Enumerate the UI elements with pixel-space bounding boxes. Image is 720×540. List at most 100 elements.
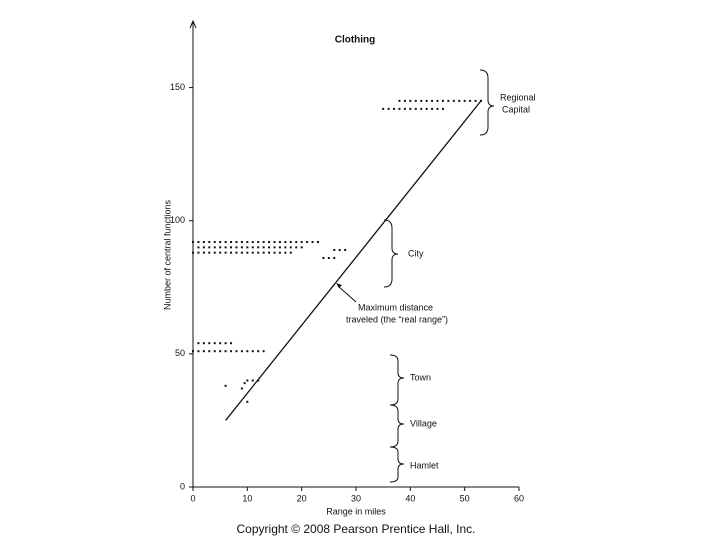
point xyxy=(403,99,406,102)
point xyxy=(409,99,412,102)
arrow xyxy=(337,285,357,303)
point xyxy=(262,246,265,249)
x-axis-label: Range in miles xyxy=(326,506,386,516)
point xyxy=(420,99,423,102)
point xyxy=(436,107,439,110)
y-tick-label: 0 xyxy=(180,481,185,491)
point xyxy=(420,107,423,110)
point xyxy=(197,350,200,353)
point xyxy=(197,246,200,249)
point xyxy=(273,251,276,254)
y-axis-label: Number of central functions xyxy=(162,199,172,310)
point xyxy=(192,241,194,244)
point xyxy=(246,400,249,403)
point xyxy=(213,350,216,353)
point xyxy=(230,241,233,244)
point xyxy=(208,342,211,345)
point xyxy=(240,387,243,390)
x-tick-label: 30 xyxy=(351,493,361,503)
point xyxy=(474,99,477,102)
point xyxy=(192,251,194,254)
point xyxy=(251,241,254,244)
point xyxy=(300,246,303,249)
point xyxy=(208,246,211,249)
point xyxy=(431,107,434,110)
chart-title: Clothing xyxy=(335,35,376,46)
point xyxy=(278,246,281,249)
arrow-head xyxy=(336,283,342,288)
point xyxy=(240,350,243,353)
point xyxy=(289,251,292,254)
point xyxy=(224,350,227,353)
point xyxy=(213,251,216,254)
brace xyxy=(479,69,495,136)
x-tick-label: 0 xyxy=(190,493,195,503)
point xyxy=(235,251,238,254)
point xyxy=(311,241,314,244)
point xyxy=(251,379,254,382)
point xyxy=(398,99,401,102)
brace xyxy=(389,446,405,483)
point xyxy=(197,342,200,345)
point xyxy=(382,107,385,110)
point xyxy=(458,99,461,102)
annotation: Hamlet xyxy=(410,460,439,470)
range-line xyxy=(225,100,482,421)
point xyxy=(425,99,428,102)
point xyxy=(246,241,249,244)
point xyxy=(240,246,243,249)
point xyxy=(219,350,222,353)
x-tick-label: 40 xyxy=(405,493,415,503)
annotation: City xyxy=(408,248,424,258)
point xyxy=(393,107,396,110)
point xyxy=(273,246,276,249)
point xyxy=(262,241,265,244)
point xyxy=(251,350,254,353)
point xyxy=(414,107,417,110)
point xyxy=(257,350,260,353)
point xyxy=(192,350,194,353)
annotation: Maximum distance xyxy=(358,302,433,312)
point xyxy=(213,342,216,345)
point xyxy=(202,251,205,254)
brace xyxy=(389,404,405,448)
point xyxy=(246,379,249,382)
x-tick-label: 10 xyxy=(242,493,252,503)
point xyxy=(240,251,243,254)
point xyxy=(306,241,309,244)
point xyxy=(289,246,292,249)
x-tick-label: 20 xyxy=(297,493,307,503)
point xyxy=(316,241,319,244)
point xyxy=(333,249,336,252)
point xyxy=(251,246,254,249)
point xyxy=(246,246,249,249)
point xyxy=(219,246,222,249)
point xyxy=(208,350,211,353)
point xyxy=(230,246,233,249)
point xyxy=(338,249,341,252)
point xyxy=(284,251,287,254)
footer: Copyright © 2008 Pearson Prentice Hall, … xyxy=(237,522,476,536)
point xyxy=(398,107,401,110)
point xyxy=(235,246,238,249)
point xyxy=(262,251,265,254)
annotation: Regional xyxy=(500,92,536,102)
point xyxy=(246,251,249,254)
point xyxy=(257,246,260,249)
y-tick-label: 150 xyxy=(170,82,185,92)
point xyxy=(344,249,347,252)
point xyxy=(208,251,211,254)
point xyxy=(224,251,227,254)
point xyxy=(219,251,222,254)
y-axis-arrow xyxy=(189,19,197,29)
point xyxy=(219,241,222,244)
point xyxy=(230,342,233,345)
point xyxy=(213,246,216,249)
point xyxy=(284,246,287,249)
point xyxy=(441,99,444,102)
point xyxy=(246,350,249,353)
x-tick-label: 60 xyxy=(514,493,524,503)
annotation: Capital xyxy=(502,104,530,114)
point xyxy=(322,256,325,259)
